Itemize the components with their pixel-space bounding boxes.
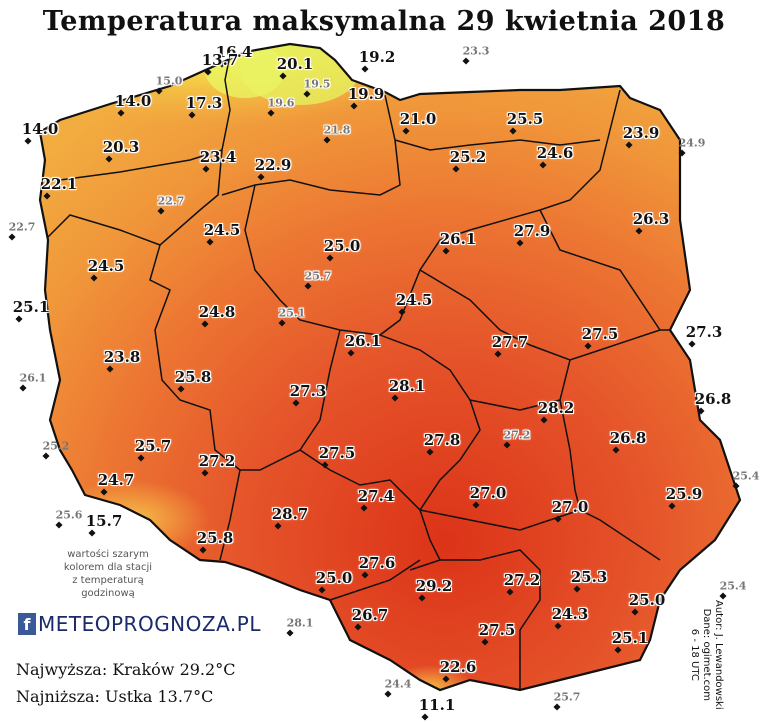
station-temperature: 22.1	[40, 175, 78, 193]
credits: Autor: J. Lewandowski Dane: ogimet.com 6…	[688, 600, 724, 710]
credit-author: Autor: J. Lewandowski	[713, 600, 724, 710]
station-temperature: 27.5	[581, 325, 619, 343]
station-temperature: 25.1	[611, 629, 649, 647]
station-temperature: 25.1	[12, 298, 50, 316]
station-temperature: 25.7	[304, 269, 332, 283]
station-temperature: 27.5	[318, 444, 356, 462]
max-temperature-text: Najwyższa: Kraków 29.2°C	[16, 660, 236, 679]
station-temperature: 25.2	[449, 148, 487, 166]
station-temperature: 27.6	[358, 554, 396, 572]
station-temperature: 25.8	[174, 368, 212, 386]
station-temperature: 25.7	[553, 690, 581, 704]
station-temperature: 25.2	[42, 439, 70, 453]
note-line: z temperaturą	[72, 575, 144, 586]
station-temperature: 25.5	[506, 110, 544, 128]
station-temperature: 29.2	[415, 577, 453, 595]
station-temperature: 24.5	[203, 221, 241, 239]
station-temperature: 25.1	[278, 306, 306, 320]
station-temperature: 25.4	[719, 579, 747, 593]
station-temperature: 13.7	[201, 51, 239, 69]
station-temperature: 25.0	[315, 569, 353, 587]
station-temperature: 24.4	[384, 677, 412, 691]
station-temperature: 19.5	[303, 77, 331, 91]
station-temperature: 16.4	[215, 43, 253, 61]
station-temperature: 27.5	[478, 621, 516, 639]
station-temperature: 23.4	[199, 148, 237, 166]
station-temperature: 27.3	[685, 323, 723, 341]
station-temperature: 27.2	[503, 428, 531, 442]
station-temperature: 24.5	[87, 257, 125, 275]
station-temperature: 27.2	[503, 571, 541, 589]
station-temperature: 27.2	[198, 452, 236, 470]
station-temperature: 23.9	[622, 124, 660, 142]
station-temperature: 20.1	[276, 55, 314, 73]
station-temperature: 14.0	[21, 120, 59, 138]
station-temperature: 27.0	[469, 484, 507, 502]
station-temperature: 22.7	[157, 194, 185, 208]
station-temperature: 19.9	[347, 85, 385, 103]
station-temperature: 26.1	[19, 371, 47, 385]
credit-time: 6 - 18 UTC	[689, 628, 700, 681]
station-temperature: 27.4	[357, 487, 395, 505]
station-temperature: 28.7	[271, 505, 309, 523]
station-temperature: 26.8	[694, 390, 732, 408]
note-line: kolorem dla stacji	[63, 562, 153, 573]
note-line: wartości szarym	[67, 549, 149, 560]
station-temperature: 28.1	[286, 616, 314, 630]
station-temperature: 19.6	[267, 96, 295, 110]
station-temperature: 27.9	[513, 222, 551, 240]
min-temperature-text: Najniższa: Ustka 13.7°C	[16, 687, 214, 706]
station-temperature: 27.3	[289, 382, 327, 400]
station-temperature: 21.0	[399, 110, 437, 128]
station-temperature: 28.2	[537, 399, 575, 417]
station-temperature: 25.0	[323, 237, 361, 255]
station-temperature: 15.7	[85, 512, 123, 530]
station-temperature: 24.8	[198, 303, 236, 321]
station-temperature: 25.3	[570, 568, 608, 586]
station-temperature: 19.2	[358, 48, 396, 66]
station-temperature: 25.8	[196, 529, 234, 547]
note-line: godzinową	[81, 588, 135, 599]
station-temperature: 21.8	[323, 123, 351, 137]
station-temperature: 26.1	[439, 230, 477, 248]
station-temperature: 26.3	[632, 210, 670, 228]
station-temperature: 20.3	[102, 138, 140, 156]
station-temperature: 17.3	[185, 94, 223, 112]
credit-data: Dane: ogimet.com	[701, 608, 712, 702]
gray-values-note: wartości szarym kolorem dla stacji z tem…	[48, 548, 168, 600]
station-temperature: 25.7	[134, 437, 172, 455]
facebook-icon[interactable]: f	[18, 613, 36, 635]
station-temperature: 24.7	[97, 471, 135, 489]
station-temperature: 26.8	[609, 429, 647, 447]
station-temperature: 23.8	[103, 348, 141, 366]
station-temperature: 25.0	[628, 591, 666, 609]
station-temperature: 27.7	[491, 333, 529, 351]
station-temperature: 24.9	[678, 136, 706, 150]
station-temperature: 27.0	[551, 498, 589, 516]
station-temperature: 22.9	[254, 156, 292, 174]
station-temperature: 25.9	[665, 485, 703, 503]
station-temperature: 22.7	[8, 220, 36, 234]
station-temperature: 14.0	[114, 92, 152, 110]
station-temperature: 24.3	[551, 605, 589, 623]
station-temperature: 23.3	[462, 44, 490, 58]
meteoprognoza-logo[interactable]: f METEOPROGNOZA.PL	[18, 612, 261, 636]
station-temperature: 11.1	[418, 696, 456, 714]
station-temperature: 25.4	[732, 469, 760, 483]
station-temperature: 26.1	[344, 332, 382, 350]
logo-text: METEOPROGNOZA.PL	[38, 612, 261, 636]
station-temperature: 27.8	[423, 431, 461, 449]
station-temperature: 24.5	[395, 291, 433, 309]
map-title: Temperatura maksymalna 29 kwietnia 2018	[42, 6, 726, 37]
station-temperature: 25.6	[55, 508, 83, 522]
station-temperature: 28.1	[388, 377, 426, 395]
station-temperature: 24.6	[536, 144, 574, 162]
station-temperature: 22.6	[439, 658, 477, 676]
station-temperature: 15.0	[155, 74, 183, 88]
station-temperature: 26.7	[351, 606, 389, 624]
